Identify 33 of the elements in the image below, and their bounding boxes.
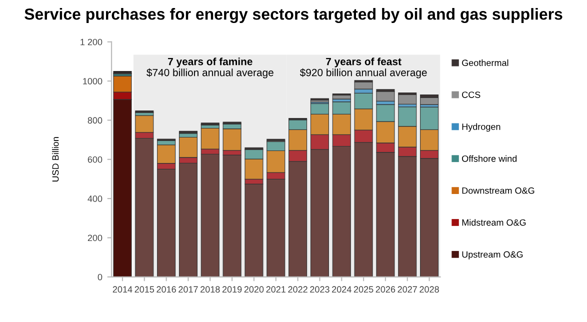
- legend-label: Downstream O&G: [462, 187, 534, 194]
- x-tick-label: 2023: [310, 286, 330, 293]
- x-tick-label: 2028: [420, 286, 439, 293]
- y-tick-label: 0: [98, 274, 102, 280]
- legend-label: Geothermal: [462, 59, 508, 66]
- y-tick-label: 600: [88, 156, 102, 163]
- y-tick-label: 400: [88, 196, 102, 202]
- x-tick-label: 2025: [354, 286, 374, 293]
- x-tick-label: 2016: [156, 286, 176, 293]
- x-tick-label: 2019: [222, 286, 242, 293]
- y-tick-label: 1000: [83, 78, 102, 84]
- x-tick-label: 2021: [266, 286, 286, 293]
- x-tick-label: 2020: [244, 286, 264, 293]
- band-label: 7 years of famine $740 billion annual average: [146, 58, 274, 78]
- legend-label: Upstream O&G: [462, 251, 523, 260]
- x-tick-label: 2027: [398, 286, 417, 293]
- y-tick-label: 800: [88, 117, 102, 124]
- legend-label: Offshore wind: [462, 155, 517, 162]
- y-axis-title: USD Billion: [52, 137, 59, 182]
- x-tick-label: 2017: [178, 286, 198, 293]
- x-tick-label: 2022: [288, 286, 308, 293]
- y-tick-label: 200: [88, 234, 102, 242]
- legend-label: CCS: [462, 92, 480, 98]
- y-tick-label: 1 200: [80, 38, 102, 46]
- x-tick-label: 2014: [112, 286, 132, 293]
- chart-title: Service purchases for energy sectors targeted by oil and gas suppliers: [24, 8, 562, 24]
- band-label: 7 years of feast $920 billion annual average: [300, 58, 427, 78]
- x-tick-label: 2018: [200, 286, 220, 293]
- legend-label: Hydrogen: [462, 123, 500, 132]
- x-tick-label: 2026: [376, 286, 396, 293]
- legend-label: Midstream O&G: [462, 219, 526, 226]
- x-tick-label: 2015: [134, 286, 154, 293]
- x-tick-label: 2024: [332, 286, 352, 293]
